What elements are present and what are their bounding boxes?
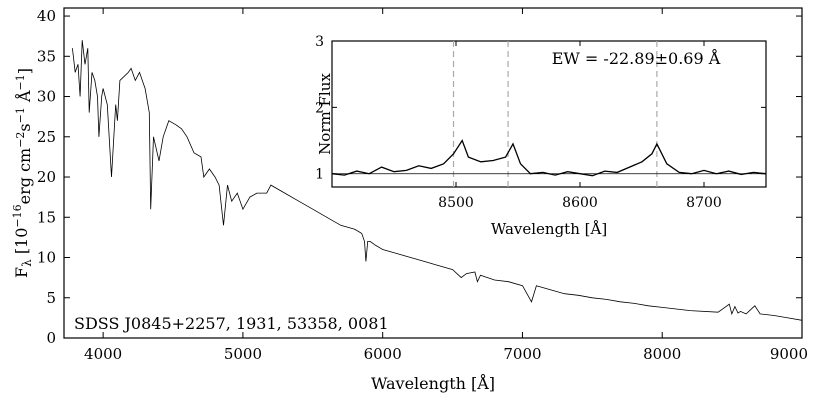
ylabel-open: [10 bbox=[12, 228, 31, 260]
main-y-tick-label: 35 bbox=[37, 47, 56, 65]
ylabel-f: F bbox=[12, 267, 31, 278]
main-y-tick-label: 0 bbox=[46, 329, 56, 347]
main-y-tick-label: 20 bbox=[37, 168, 56, 186]
main-plot-frame bbox=[63, 7, 803, 339]
main-plot: 0 5 10 15 20 25 30 35 40 4000 5000 6000 7000 8000 900… bbox=[11, 7, 808, 393]
main-y-tick-label: 40 bbox=[37, 7, 56, 25]
main-spectrum-line bbox=[72, 40, 803, 321]
main-y-axis-label: Fλ [10−16erg cm−2s−1 Å−1] bbox=[11, 68, 34, 278]
main-x-tick-label: 6000 bbox=[364, 345, 402, 363]
main-x-tick-label: 9000 bbox=[770, 345, 808, 363]
inset-plot-frame bbox=[331, 40, 767, 188]
inset-x-axis-label: Wavelength [Å] bbox=[491, 220, 607, 238]
inset-x-tick-label: 8600 bbox=[562, 195, 598, 211]
main-x-axis-label: Wavelength [Å] bbox=[371, 373, 495, 393]
ylabel-exp2: −2 bbox=[14, 132, 27, 148]
main-y-tick-label: 5 bbox=[46, 289, 56, 307]
inset-x-ticks: 8500 8600 8700 bbox=[438, 41, 722, 211]
ylabel-exp1b: −1 bbox=[14, 74, 27, 90]
inset-y-axis-label: Norm Flux bbox=[316, 73, 334, 155]
ylabel-s: s bbox=[15, 123, 34, 131]
main-y-tick-label: 25 bbox=[37, 128, 56, 146]
main-y-ticks: 0 5 10 15 20 25 30 35 40 bbox=[37, 7, 802, 347]
main-y-tick-label: 30 bbox=[37, 88, 56, 106]
ylabel-close: ] bbox=[15, 68, 34, 74]
main-x-tick-label: 4000 bbox=[84, 345, 122, 363]
main-x-ticks: 4000 5000 6000 7000 8000 9000 bbox=[84, 8, 808, 363]
main-x-tick-label: 8000 bbox=[643, 345, 681, 363]
inset-y-ticks: 1 2 3 bbox=[315, 34, 766, 183]
main-y-tick-label: 10 bbox=[37, 249, 56, 267]
inset-y-tick-label: 1 bbox=[315, 167, 324, 183]
ylabel-lambda: λ bbox=[20, 259, 34, 267]
inset-x-tick-label: 8700 bbox=[686, 195, 722, 211]
inset-plot: 1 2 3 8500 8600 8700 EW = -22.89±0.69 Å Wave… bbox=[315, 34, 767, 238]
inset-reference-lines bbox=[452, 41, 658, 187]
ylabel-exp16: −16 bbox=[11, 204, 24, 227]
ylabel-exp1: −1 bbox=[14, 107, 27, 123]
inset-y-tick-label: 3 bbox=[315, 34, 324, 50]
ylabel-ang: Å bbox=[14, 90, 34, 107]
main-annotation: SDSS J0845+2257, 1931, 53358, 0081 bbox=[74, 314, 389, 333]
ylabel-erg: erg cm bbox=[15, 148, 34, 205]
inset-annotation: EW = -22.89±0.69 Å bbox=[552, 48, 721, 68]
main-x-tick-label: 7000 bbox=[503, 345, 541, 363]
inset-x-tick-label: 8500 bbox=[438, 195, 474, 211]
main-x-tick-label: 5000 bbox=[224, 345, 262, 363]
inset-spectrum-line bbox=[331, 139, 767, 177]
inset-y-tick-label: 2 bbox=[315, 100, 324, 116]
main-y-tick-label: 15 bbox=[37, 208, 56, 226]
